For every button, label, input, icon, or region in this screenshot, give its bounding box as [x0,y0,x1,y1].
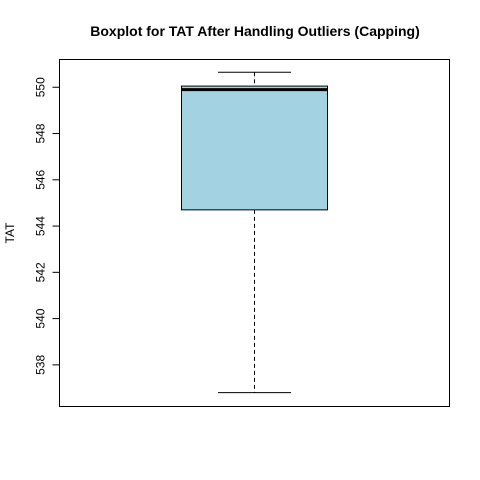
y-tick-label: 544 [34,216,48,236]
y-tick-label: 542 [34,262,48,282]
y-tick-label: 546 [34,169,48,189]
y-axis-label: TAT [3,222,17,244]
y-axis: 538 540 542 544 546 548 550 [34,77,60,375]
iqr-box [181,85,328,211]
chart-title: Boxplot for TAT After Handling Outliers … [90,23,420,39]
y-tick-label: 550 [34,77,48,97]
y-tick-label: 540 [34,308,48,328]
boxplot-group [181,71,328,394]
y-tick-label: 548 [34,123,48,143]
y-tick-label: 538 [34,355,48,375]
